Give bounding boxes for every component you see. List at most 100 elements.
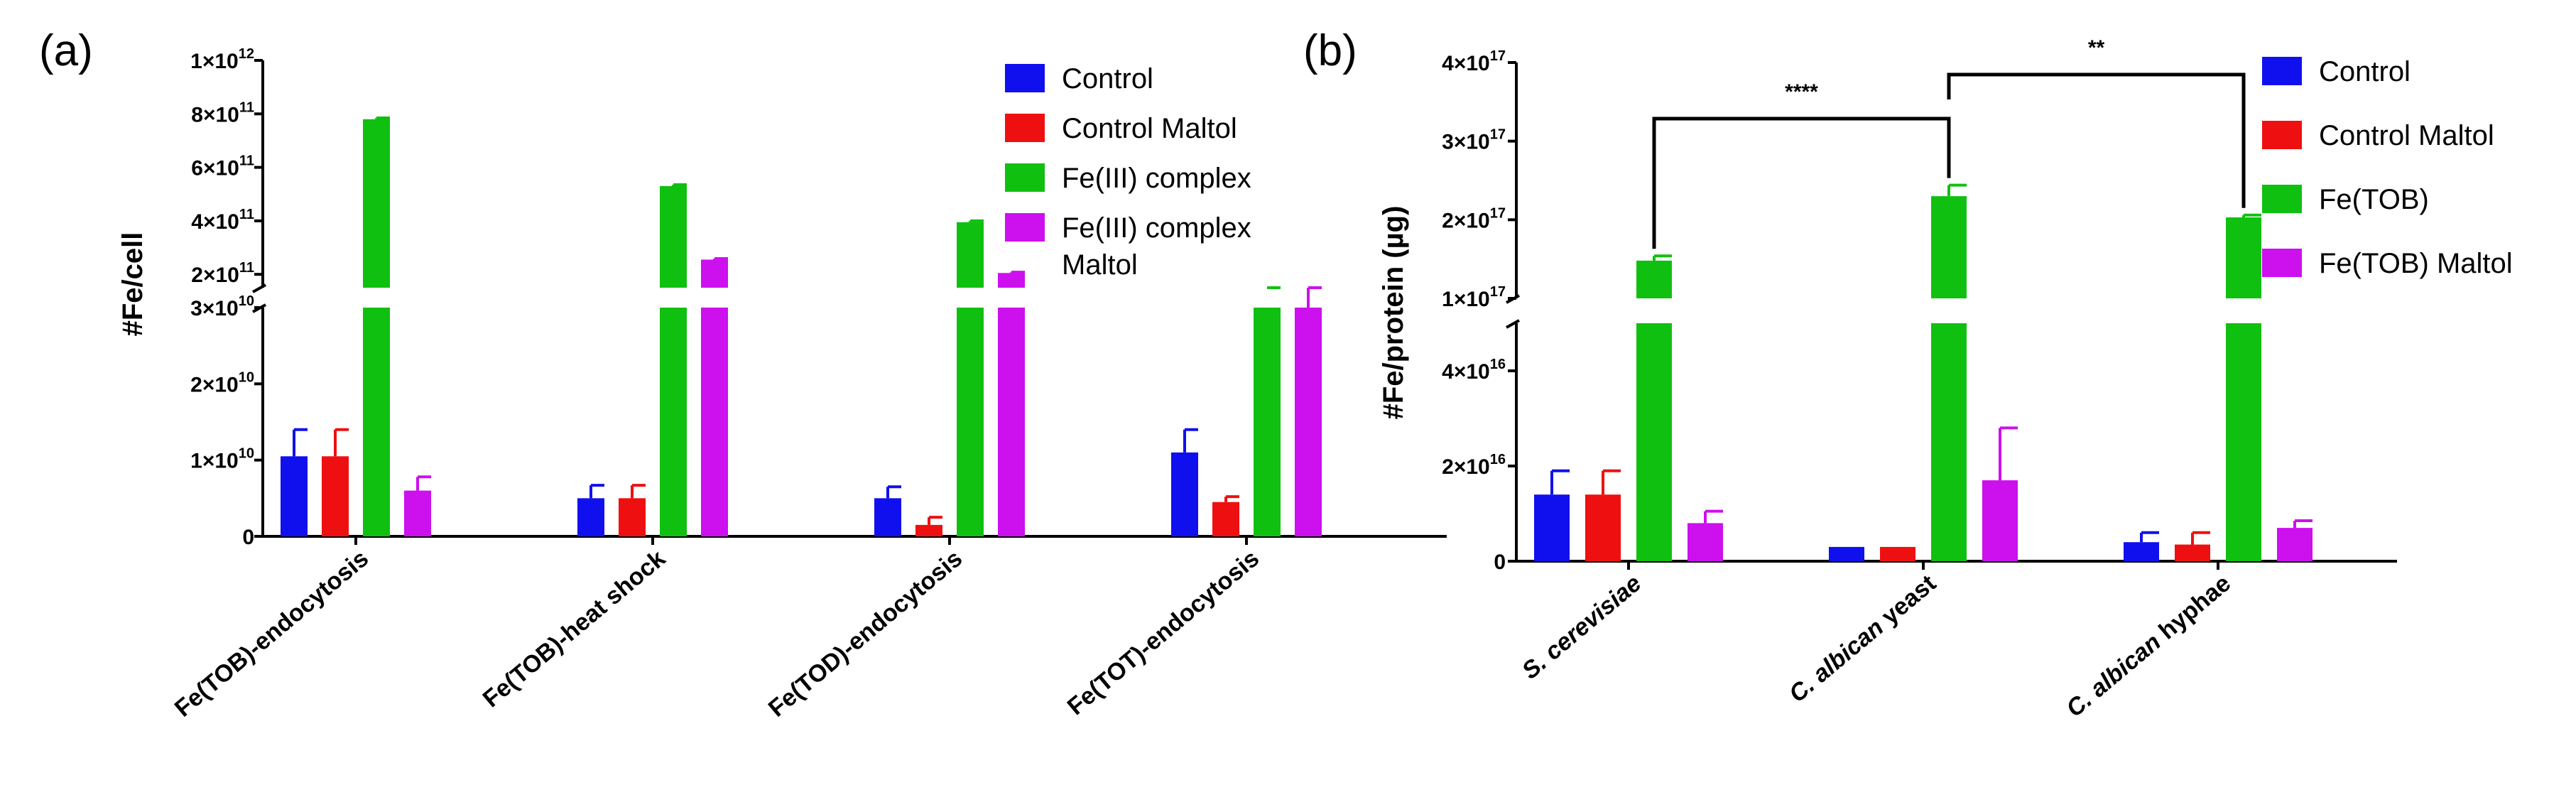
- bar-a: [915, 524, 942, 536]
- bar-a: [577, 498, 604, 536]
- legend-swatch-b: [2262, 185, 2302, 213]
- bar-a: [404, 490, 431, 536]
- y-tick-label-a-exp: 11: [239, 207, 254, 222]
- legend-label-line: Maltol: [1062, 249, 1138, 281]
- legend-swatch-a: [1005, 114, 1045, 142]
- bar-a: [1171, 452, 1198, 536]
- y-tick-label-a: 4×1011: [191, 207, 254, 234]
- y-tick-label-b-exp: 17: [1490, 127, 1506, 143]
- bar-b: [1931, 196, 1967, 298]
- axis-break-mark-b: [1506, 319, 1520, 329]
- legend-label-b: Fe(TOB): [2319, 184, 2429, 215]
- bar-a: [322, 456, 349, 536]
- bar-b: [1880, 546, 1915, 561]
- legend-label-a: Fe(III) complex: [1062, 163, 1251, 194]
- significance-label: **: [2088, 36, 2105, 60]
- y-tick-label-a: 2×1011: [191, 260, 254, 287]
- y-tick-label-a-exp: 11: [239, 99, 254, 115]
- category-label-italic: C. albican: [1784, 614, 1888, 708]
- y-tick-label-a: 3×1010: [190, 293, 254, 320]
- y-tick-label-b-base: 4×10: [1442, 52, 1490, 75]
- category-label-italic: S. cerevisiae: [1517, 570, 1646, 685]
- legend-swatch-b: [2262, 57, 2302, 85]
- bar-b: [2226, 323, 2261, 561]
- legend-label-b: Fe(TOB) Maltol: [2319, 248, 2513, 279]
- y-tick-label-b-base: 2×10: [1442, 455, 1490, 479]
- bar-a: [998, 273, 1025, 288]
- significance-bracket: [1652, 117, 1951, 249]
- category-label-b: S. cerevisiae: [1517, 570, 1646, 685]
- y-tick-label-b-exp: 16: [1490, 452, 1506, 467]
- y-tick-label-b-base: 3×10: [1442, 131, 1490, 154]
- axis-break-mark-a: [252, 283, 266, 293]
- bar-a: [701, 259, 728, 288]
- legend-swatch-b: [2262, 121, 2302, 149]
- legend-label-a: Fe(III) complex Maltol: [1062, 212, 1251, 281]
- category-label-a: Fe(TOB)-heat shock: [478, 545, 670, 713]
- y-tick-label-b-exp: 17: [1490, 205, 1506, 221]
- y-tick-label-b-exp: 16: [1490, 357, 1506, 372]
- bar-b: [1636, 323, 1672, 561]
- panel-label-b: (b): [1303, 26, 1357, 75]
- y-tick-label-a: 8×1011: [191, 99, 254, 126]
- y-tick-label-b: 2×1016: [1442, 452, 1506, 479]
- bar-a: [281, 456, 308, 536]
- y-tick-label-a-base: 1×10: [190, 450, 239, 473]
- bar-b: [1585, 494, 1621, 561]
- legend-label-a: Control Maltol: [1062, 113, 1237, 144]
- panel-b-chart: (b)#Fe/protein (µg)02×10164×10161×10172×…: [1303, 26, 2513, 722]
- y-tick-label-a-base: 2×10: [190, 373, 239, 396]
- y-tick-label-a-base: 2×10: [191, 264, 239, 287]
- bar-a: [660, 185, 687, 288]
- significance-label: ****: [1785, 80, 1818, 104]
- y-tick-label-b: 3×1017: [1442, 127, 1506, 154]
- panel-a-chart: (a)#Fe/cell01×10102×10103×10102×10114×10…: [39, 26, 1447, 722]
- legend-label-a: Control: [1062, 63, 1153, 94]
- y-tick-label-b-base: 2×10: [1442, 209, 1490, 232]
- bar-a: [363, 308, 390, 536]
- y-tick-label-a-base: 8×10: [191, 103, 239, 126]
- legend-label-b: Control Maltol: [2319, 120, 2494, 151]
- bar-b: [1982, 480, 2018, 561]
- bar-a: [1295, 308, 1322, 536]
- bar-b: [1688, 523, 1723, 561]
- category-label-plain: hyphae: [2148, 570, 2236, 649]
- bar-a: [1212, 502, 1239, 536]
- y-tick-label-a-base: 6×10: [191, 157, 239, 180]
- panel-label-a: (a): [39, 26, 93, 75]
- bar-a: [1254, 308, 1281, 536]
- category-label-a: Fe(TOT)-endocytosis: [1063, 545, 1264, 720]
- bar-b: [2226, 217, 2261, 298]
- bar-b: [1931, 323, 1967, 561]
- y-tick-label-b-base: 4×10: [1442, 360, 1490, 384]
- legend-label-line: Fe(III) complex: [1062, 212, 1251, 244]
- category-label-italic: C. albican: [2061, 629, 2165, 722]
- bar-a: [363, 119, 390, 288]
- y-tick-label-a-exp: 10: [239, 369, 254, 385]
- bar-a: [660, 308, 687, 536]
- bar-b: [1636, 260, 1672, 298]
- y-tick-label-b: 4×1016: [1442, 357, 1506, 384]
- category-label-a: Fe(TOB)-endocytosis: [170, 545, 374, 722]
- y-tick-label-a: 0: [242, 526, 254, 549]
- bar-b: [2124, 542, 2159, 561]
- y-tick-label-b: 4×1017: [1442, 48, 1506, 75]
- y-tick-label-b-exp: 17: [1490, 48, 1506, 64]
- y-tick-label-a-exp: 11: [239, 260, 254, 276]
- y-tick-label-a-base: 3×10: [190, 297, 239, 320]
- bar-b: [2175, 544, 2210, 561]
- legend-swatch-b: [2262, 249, 2302, 277]
- y-tick-label-a-exp: 12: [239, 46, 254, 62]
- y-tick-label-b: 2×1017: [1442, 205, 1506, 232]
- bar-a: [957, 222, 984, 288]
- y-tick-label-b: 1×1017: [1442, 284, 1506, 311]
- y-tick-label-b: 0: [1494, 551, 1506, 574]
- category-label-plain: yeast: [1871, 570, 1941, 634]
- category-label-b: C. albican hyphae: [2061, 570, 2236, 722]
- y-tick-label-b-base: 1×10: [1442, 288, 1490, 311]
- bar-b: [2277, 528, 2313, 561]
- y-axis-label-a: #Fe/cell: [117, 232, 148, 337]
- bar-a: [998, 308, 1025, 536]
- bar-b: [1534, 494, 1570, 561]
